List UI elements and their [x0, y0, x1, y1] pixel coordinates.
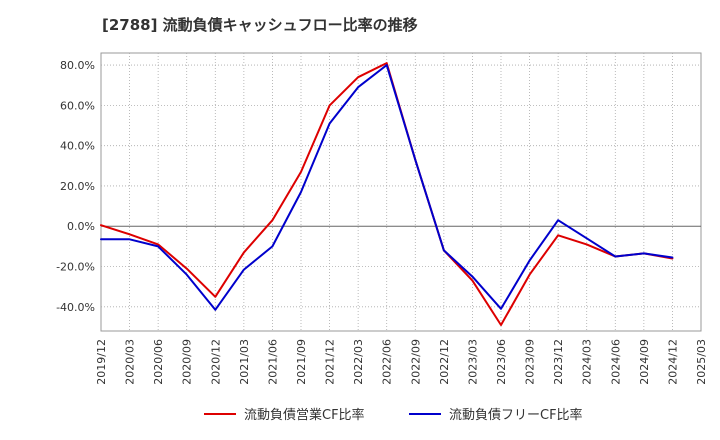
- x-tick-label: 2022/12: [438, 339, 451, 385]
- x-tick-label: 2021/09: [295, 339, 308, 385]
- x-tick-label: 2021/12: [324, 339, 337, 385]
- x-tick-label: 2024/06: [609, 339, 622, 385]
- x-tick-label: 2022/09: [409, 339, 422, 385]
- x-tick-label: 2020/12: [209, 339, 222, 385]
- x-tick-label: 2023/09: [524, 339, 537, 385]
- x-tick-label: 2020/06: [152, 339, 165, 385]
- y-tick-label: 0.0%: [67, 220, 95, 233]
- legend-label-2: 流動負債フリーCF比率: [449, 407, 583, 423]
- chart-title: [2788] 流動負債キャッシュフロー比率の推移: [102, 16, 418, 34]
- x-tick-label: 2024/12: [666, 339, 679, 385]
- legend-label-1: 流動負債営業CF比率: [244, 407, 365, 423]
- y-tick-label: -40.0%: [56, 301, 95, 314]
- plot-frame: [100, 52, 702, 332]
- y-tick-label: -20.0%: [56, 261, 95, 274]
- x-tick-label: 2022/03: [352, 339, 365, 385]
- grid-layer: [100, 52, 702, 332]
- x-tick-label: 2024/09: [638, 339, 651, 385]
- legend-layer: 流動負債営業CF比率 流動負債フリーCF比率: [204, 407, 583, 423]
- axis-layer: 2019/12 2020/03 2020/06 2020/09 2020/12 2021/…: [56, 59, 708, 385]
- x-tick-label: 2020/03: [124, 339, 137, 385]
- series-layer: [100, 62, 674, 326]
- y-tick-label: 20.0%: [60, 180, 95, 193]
- x-tick-label: 2023/12: [552, 339, 565, 385]
- x-tick-label: 2021/03: [238, 339, 251, 385]
- x-tick-label: 2019/12: [95, 339, 108, 385]
- y-tick-label: 60.0%: [60, 99, 95, 112]
- y-tick-label: 40.0%: [60, 140, 95, 153]
- x-tick-label: 2023/06: [495, 339, 508, 385]
- x-tick-label: 2022/06: [381, 339, 394, 385]
- series-line-2: [100, 64, 674, 311]
- x-tick-label: 2020/09: [181, 339, 194, 385]
- series-line-1: [100, 62, 674, 326]
- x-tick-label: 2025/03: [695, 339, 708, 385]
- x-tick-label: 2021/06: [266, 339, 279, 385]
- x-tick-label: 2023/03: [466, 339, 479, 385]
- y-tick-label: 80.0%: [60, 59, 95, 72]
- x-tick-label: 2024/03: [581, 339, 594, 385]
